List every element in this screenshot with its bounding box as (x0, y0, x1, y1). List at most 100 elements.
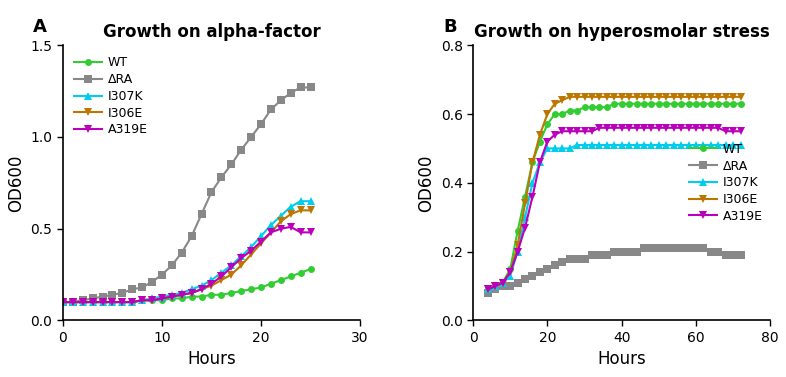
WT (699, 101, 708, 106)
I306E (237, 263, 246, 268)
I307K (572, 143, 582, 147)
I307K (78, 300, 87, 304)
I306E (602, 95, 612, 99)
I307K (97, 300, 107, 304)
I306E (550, 101, 560, 106)
A319E (580, 129, 590, 133)
A319E (147, 298, 156, 302)
ΔRA (736, 253, 745, 257)
WT (246, 287, 255, 291)
ΔRA (296, 85, 306, 90)
I306E (572, 95, 582, 99)
ΔRA (535, 270, 545, 274)
ΔRA (118, 291, 127, 295)
I307K (542, 146, 552, 151)
ΔRA (266, 107, 276, 112)
A319E (237, 256, 246, 261)
WT (706, 101, 715, 106)
A319E (296, 230, 306, 234)
WT (654, 101, 663, 106)
WT (647, 101, 656, 106)
ΔRA (513, 280, 523, 285)
A319E (256, 239, 266, 244)
I306E (609, 95, 619, 99)
WT (721, 101, 730, 106)
I307K (647, 143, 656, 147)
I306E (138, 298, 147, 302)
I306E (691, 95, 700, 99)
A319E (207, 282, 216, 286)
ΔRA (602, 253, 612, 257)
I306E (256, 241, 266, 246)
I307K (595, 143, 604, 147)
WT (565, 108, 575, 113)
A319E (306, 230, 315, 234)
WT (157, 298, 167, 302)
I306E (58, 300, 68, 304)
WT (580, 105, 590, 109)
I306E (565, 95, 575, 99)
WT (669, 101, 678, 106)
I306E (88, 300, 97, 304)
A319E (483, 287, 493, 292)
I306E (78, 300, 87, 304)
A319E (276, 227, 285, 231)
A319E (498, 280, 508, 285)
WT (88, 300, 97, 304)
Line: ΔRA: ΔRA (483, 244, 744, 297)
ΔRA (639, 246, 648, 250)
WT (266, 282, 276, 286)
ΔRA (78, 298, 87, 302)
ΔRA (490, 287, 500, 292)
I306E (520, 201, 530, 206)
WT (602, 105, 612, 109)
I306E (490, 284, 500, 288)
I306E (266, 230, 276, 234)
I307K (721, 143, 730, 147)
I307K (187, 287, 196, 291)
A319E (127, 300, 137, 304)
ΔRA (609, 250, 619, 254)
A319E (639, 126, 648, 130)
I306E (498, 280, 508, 285)
I306E (669, 95, 678, 99)
I307K (157, 294, 167, 299)
WT (97, 300, 107, 304)
A319E (217, 274, 226, 279)
I307K (602, 143, 612, 147)
I306E (639, 95, 648, 99)
A319E (527, 195, 537, 199)
I307K (557, 146, 567, 151)
A319E (246, 248, 255, 253)
ΔRA (706, 250, 715, 254)
ΔRA (662, 246, 671, 250)
ΔRA (617, 250, 626, 254)
I306E (226, 272, 236, 277)
A319E (177, 293, 186, 297)
I306E (535, 132, 545, 137)
Title: Growth on hyperosmolar stress: Growth on hyperosmolar stress (474, 23, 769, 41)
I307K (691, 143, 700, 147)
ΔRA (557, 260, 567, 264)
WT (527, 160, 537, 164)
Line: A319E: A319E (483, 124, 744, 294)
A319E (609, 126, 619, 130)
A319E (58, 300, 68, 304)
I306E (706, 95, 715, 99)
X-axis label: Hours: Hours (187, 351, 236, 368)
WT (226, 291, 236, 295)
Line: WT: WT (484, 100, 744, 293)
I306E (157, 296, 167, 301)
ΔRA (714, 250, 723, 254)
Legend: WT, ΔRA, I307K, I306E, A319E: WT, ΔRA, I307K, I306E, A319E (684, 138, 768, 228)
WT (217, 293, 226, 297)
WT (127, 300, 137, 304)
I307K (729, 143, 738, 147)
I307K (286, 204, 296, 209)
A319E (167, 294, 177, 299)
I307K (550, 146, 560, 151)
X-axis label: Hours: Hours (597, 351, 646, 368)
I307K (490, 284, 500, 288)
I307K (177, 291, 186, 295)
ΔRA (196, 212, 206, 216)
